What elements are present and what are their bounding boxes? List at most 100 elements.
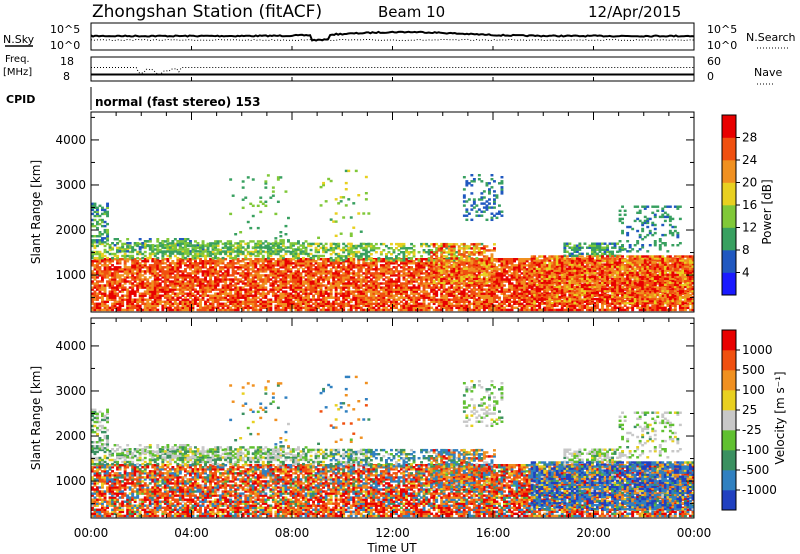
range-gate-cell bbox=[254, 270, 258, 273]
range-gate-cell bbox=[231, 260, 235, 263]
range-gate-cell bbox=[505, 260, 509, 263]
range-gate-cell bbox=[108, 282, 112, 285]
range-gate-cell bbox=[111, 298, 115, 301]
range-gate-cell bbox=[329, 292, 333, 295]
range-gate-cell bbox=[671, 292, 675, 295]
range-gate-cell bbox=[402, 266, 406, 269]
range-gate-cell bbox=[239, 272, 243, 275]
range-gate-cell bbox=[309, 262, 313, 265]
range-gate-cell bbox=[327, 304, 331, 308]
range-gate-cell bbox=[369, 278, 373, 281]
range-gate-cell bbox=[342, 272, 346, 275]
range-gate-cell bbox=[141, 292, 145, 295]
range-gate-cell bbox=[93, 298, 97, 301]
range-gate-cell bbox=[357, 280, 361, 283]
range-gate-cell bbox=[372, 298, 376, 301]
range-gate-cell bbox=[560, 308, 564, 312]
range-gate-cell bbox=[196, 308, 200, 312]
range-gate-cell bbox=[477, 282, 481, 285]
range-gate-cell bbox=[402, 296, 406, 299]
range-gate-cell bbox=[93, 260, 97, 263]
range-gate-cell bbox=[113, 278, 117, 281]
range-gate-cell bbox=[450, 298, 454, 301]
range-gate-cell bbox=[161, 268, 165, 271]
range-gate-cell bbox=[518, 258, 522, 261]
range-gate-cell bbox=[279, 284, 283, 287]
range-gate-cell bbox=[500, 286, 504, 289]
range-gate-cell bbox=[249, 274, 253, 277]
range-gate-cell bbox=[297, 260, 300, 263]
range-gate-cell bbox=[284, 268, 288, 271]
range-gate-cell bbox=[673, 262, 677, 265]
range-gate-cell bbox=[191, 302, 195, 306]
range-gate-cell bbox=[131, 264, 135, 267]
range-gate-cell bbox=[457, 284, 461, 287]
range-gate-cell bbox=[548, 292, 552, 295]
range-gate-cell bbox=[279, 286, 283, 289]
range-gate-cell bbox=[465, 300, 469, 304]
range-gate-cell bbox=[274, 272, 278, 275]
range-gate-cell bbox=[322, 302, 326, 306]
range-gate-cell bbox=[246, 272, 250, 275]
range-gate-cell bbox=[450, 264, 454, 267]
range-gate-cell bbox=[525, 272, 529, 275]
range-gate-cell bbox=[206, 284, 210, 287]
range-gate-cell bbox=[279, 292, 283, 295]
freq-label: Freq. bbox=[5, 54, 30, 65]
range-gate-cell bbox=[626, 290, 630, 293]
range-gate-cell bbox=[435, 290, 439, 293]
range-gate-cell bbox=[201, 282, 205, 285]
range-gate-cell bbox=[141, 280, 145, 283]
range-gate-cell bbox=[206, 294, 210, 297]
range-gate-cell bbox=[520, 262, 524, 265]
range-gate-cell bbox=[379, 288, 383, 291]
range-gate-cell bbox=[452, 298, 456, 301]
range-gate-cell bbox=[138, 308, 142, 312]
range-gate-cell bbox=[334, 286, 338, 289]
range-gate-cell bbox=[121, 268, 125, 271]
range-gate-cell bbox=[490, 300, 494, 304]
range-gate-cell bbox=[523, 264, 527, 267]
range-gate-cell bbox=[359, 302, 363, 306]
range-gate-cell bbox=[158, 268, 162, 271]
range-gate-cell bbox=[379, 266, 383, 269]
range-gate-cell bbox=[379, 304, 383, 308]
range-gate-cell bbox=[495, 268, 499, 271]
range-gate-cell bbox=[503, 302, 506, 306]
range-gate-cell bbox=[656, 276, 660, 279]
range-gate-cell bbox=[108, 292, 112, 295]
range-gate-cell bbox=[161, 306, 165, 310]
range-gate-cell bbox=[216, 280, 220, 283]
range-gate-cell bbox=[440, 292, 444, 295]
range-gate-cell bbox=[176, 298, 180, 301]
range-gate-cell bbox=[317, 264, 321, 267]
range-gate-cell bbox=[244, 290, 248, 293]
range-gate-cell bbox=[415, 264, 419, 267]
range-gate-cell bbox=[317, 292, 321, 295]
range-gate-cell bbox=[485, 296, 489, 299]
range-gate-cell bbox=[184, 296, 187, 299]
range-gate-cell bbox=[407, 298, 411, 301]
range-gate-cell bbox=[402, 264, 406, 267]
range-gate-cell bbox=[194, 276, 197, 279]
range-gate-cell bbox=[596, 290, 599, 293]
range-gate-cell bbox=[369, 284, 373, 287]
range-gate-cell bbox=[214, 262, 218, 265]
range-gate-cell bbox=[457, 286, 461, 289]
range-gate-cell bbox=[133, 272, 137, 275]
range-gate-cell bbox=[126, 290, 130, 293]
range-gate-cell bbox=[121, 270, 125, 273]
range-gate-cell bbox=[289, 288, 293, 291]
range-gate-cell bbox=[281, 266, 285, 269]
range-gate-cell bbox=[103, 268, 107, 271]
range-gate-cell bbox=[641, 306, 645, 310]
range-gate-cell bbox=[374, 278, 378, 281]
range-gate-cell bbox=[194, 290, 197, 293]
range-gate-cell bbox=[276, 258, 280, 261]
range-gate-cell bbox=[472, 304, 476, 308]
range-gate-cell bbox=[352, 296, 356, 299]
range-gate-cell bbox=[369, 286, 373, 289]
range-gate-cell bbox=[224, 296, 228, 299]
range-gate-cell bbox=[274, 288, 278, 291]
range-gate-cell bbox=[194, 272, 197, 275]
